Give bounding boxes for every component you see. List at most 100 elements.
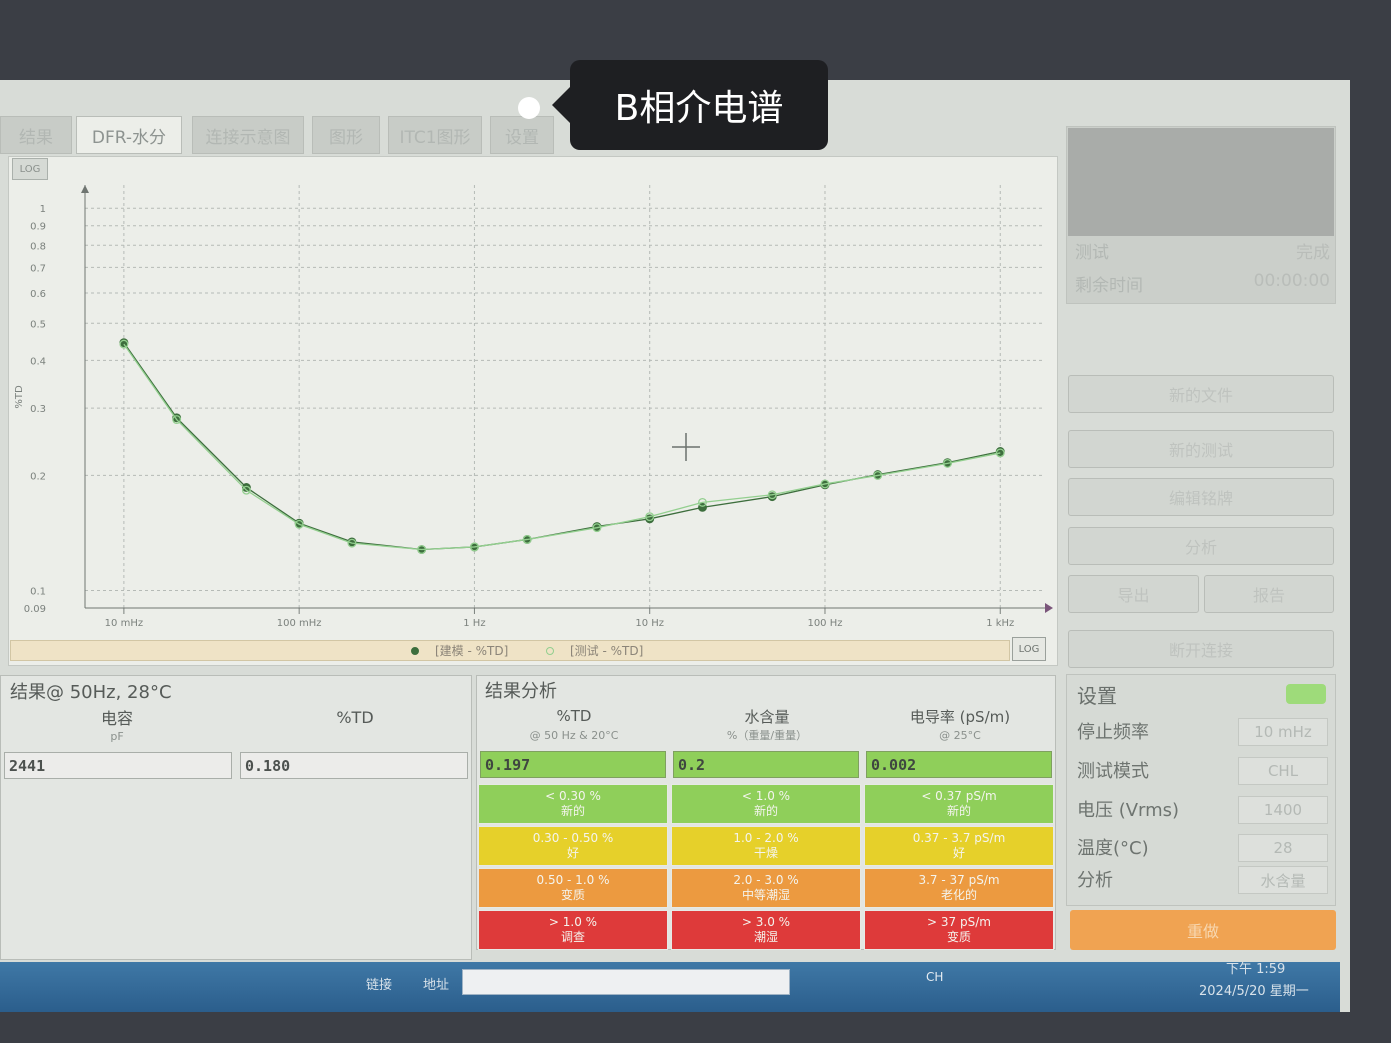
data-point: [592, 523, 602, 533]
y-tick-label: 0.1: [30, 587, 46, 598]
analysis-title: 结果分析: [485, 681, 557, 702]
column-header: 电容: [100, 709, 133, 728]
value-field: 0.180: [240, 752, 468, 779]
value-field: 2441: [4, 752, 232, 779]
column-header: %TD: [336, 707, 374, 727]
y-tick-label: 0.8: [30, 241, 46, 252]
grade-label: 变质: [560, 888, 585, 902]
y-axis-label: %TD: [14, 385, 25, 409]
grade-range: > 3.0 %: [741, 915, 791, 929]
address-field[interactable]: [462, 969, 790, 995]
grade-label: 新的: [753, 804, 778, 818]
grade-range: 0.50 - 1.0 %: [536, 873, 610, 887]
grade-label: 好: [952, 846, 965, 860]
column-header: 水含量: [744, 707, 790, 726]
y-tick-label: 0.09: [24, 604, 46, 615]
setting-field[interactable]: 水含量: [1238, 866, 1328, 894]
setting-label: 温度(°C): [1077, 838, 1149, 859]
y-arrow: [81, 185, 89, 193]
tab[interactable]: 设置: [490, 116, 554, 154]
grade-cell: 0.30 - 0.50 % 好: [478, 826, 668, 866]
value-field: 0.002: [866, 751, 1052, 778]
setting-label: 电压 (Vrms): [1077, 800, 1180, 821]
data-point: [417, 545, 427, 554]
data-point: [119, 339, 129, 349]
column-sub: @ 25°C: [939, 728, 981, 742]
data-point: [873, 470, 883, 480]
taskbar-date: 2024/5/20 星期一: [1199, 984, 1309, 999]
tab[interactable]: DFR-水分: [76, 116, 182, 154]
grade-label: 老化的: [940, 888, 977, 902]
settings-title: 设置: [1077, 684, 1117, 708]
series-line: [123, 343, 1001, 551]
grade-label: 新的: [946, 804, 971, 818]
y-tick-label: 0.7: [30, 263, 46, 274]
column-sub: @ 50 Hz & 20°C: [529, 728, 619, 742]
y-tick-label: 0.3: [30, 404, 46, 415]
status-label: 测试: [1075, 243, 1109, 263]
status-value: 完成: [1296, 243, 1330, 263]
button[interactable]: 导出: [1068, 575, 1199, 613]
taskbar-links: 链接: [366, 978, 393, 993]
grade-cell: < 0.30 % 新的: [478, 784, 668, 824]
setting-field[interactable]: 10 mHz: [1238, 718, 1328, 746]
tab[interactable]: ITC1图形: [388, 116, 482, 154]
button[interactable]: 报告: [1204, 575, 1334, 613]
results-panel: [0, 675, 472, 960]
grade-range: < 1.0 %: [741, 789, 791, 803]
x-tick-label: 10 mHz: [105, 618, 143, 629]
grade-cell: 2.0 - 3.0 % 中等潮湿: [671, 868, 861, 908]
data-point: [820, 479, 830, 489]
setting-field[interactable]: CHL: [1238, 757, 1328, 785]
value-field: 0.2: [673, 751, 859, 778]
button[interactable]: 断开连接: [1068, 630, 1334, 668]
grade-cell: 0.37 - 3.7 pS/m 好: [864, 826, 1054, 866]
log-button[interactable]: LOG: [1012, 637, 1046, 661]
x-tick-label: 1 Hz: [463, 618, 485, 629]
data-point: [698, 497, 707, 507]
value-field: 0.197: [480, 751, 666, 778]
data-point: [241, 483, 251, 492]
setting-field[interactable]: 1400: [1238, 796, 1328, 824]
button[interactable]: 新的文件: [1068, 375, 1334, 413]
grade-range: 0.37 - 3.7 pS/m: [912, 831, 1006, 845]
grade-range: 0.30 - 0.50 %: [532, 831, 614, 845]
grade-label: 好: [566, 846, 579, 860]
grade-range: > 37 pS/m: [927, 915, 991, 929]
data-point: [469, 542, 479, 552]
taskbar-address: 地址: [423, 978, 450, 993]
x-arrow: [1045, 603, 1053, 613]
status-header: [1068, 128, 1334, 236]
grade-label: 变质: [946, 930, 971, 944]
chart-panel: [8, 156, 1058, 666]
crosshair: [672, 433, 700, 461]
setting-label: 分析: [1077, 870, 1113, 891]
x-tick-label: 100 Hz: [807, 618, 842, 629]
tab[interactable]: 结果: [0, 116, 72, 154]
grade-cell: < 1.0 % 新的: [671, 784, 861, 824]
legend-label: [建模 - %TD]: [435, 644, 508, 658]
log-button[interactable]: LOG: [12, 158, 48, 180]
x-tick-label: 100 mHz: [277, 618, 322, 629]
button[interactable]: 分析: [1068, 527, 1334, 565]
x-tick-label: 1 kHz: [986, 618, 1014, 629]
setting-label: 停止频率: [1077, 722, 1149, 743]
button[interactable]: 编辑铭牌: [1068, 478, 1334, 516]
button[interactable]: 新的测试: [1068, 430, 1334, 468]
series-line: [123, 342, 1001, 551]
tab[interactable]: 图形: [312, 116, 380, 154]
grade-cell: 0.50 - 1.0 % 变质: [478, 868, 668, 908]
setting-field[interactable]: 28: [1238, 834, 1328, 862]
tab[interactable]: 连接示意图: [192, 116, 304, 154]
redo-button[interactable]: 重做: [1070, 910, 1336, 950]
y-tick-label: 0.6: [30, 289, 46, 300]
grade-cell: > 1.0 % 调查: [478, 910, 668, 950]
taskbar-lang: CH: [926, 970, 944, 984]
column-unit: pF: [110, 729, 124, 743]
legend-label: [测试 - %TD]: [570, 643, 643, 658]
chart: 0.09 0.1 0.2 0.3 0.4 0.5 0.6 0.7 0.8 0.9 1 10 mHz 10…: [14, 185, 1053, 658]
grade-cell: 1.0 - 2.0 % 干燥: [671, 826, 861, 866]
grade-cell: > 3.0 % 潮湿: [671, 910, 861, 950]
indicator: [1286, 684, 1326, 704]
